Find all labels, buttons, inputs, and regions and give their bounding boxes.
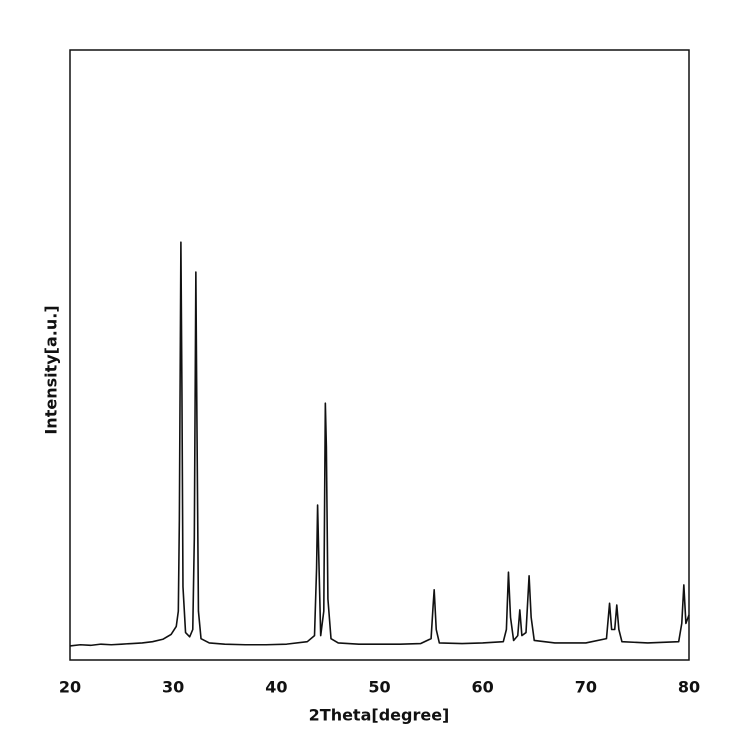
- x-tick-label: 40: [265, 678, 287, 697]
- x-tick-label: 20: [59, 678, 81, 697]
- x-axis-label: 2Theta[degree]: [309, 706, 450, 725]
- x-tick-label: 50: [368, 678, 390, 697]
- x-tick-label: 80: [678, 678, 700, 697]
- x-tick-label: 60: [472, 678, 494, 697]
- xrd-line: [69, 241, 690, 647]
- y-axis-label: Intensity[a.u.]: [42, 305, 61, 434]
- plot-frame: [69, 49, 690, 661]
- x-tick-label: 30: [162, 678, 184, 697]
- x-tick-label: 70: [575, 678, 597, 697]
